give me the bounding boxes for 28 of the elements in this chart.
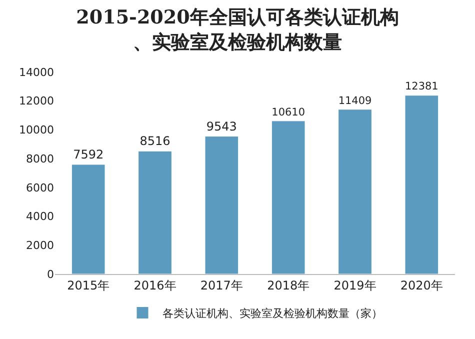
data-label: 10610: [272, 106, 305, 118]
y-tick-label: 6000: [26, 181, 54, 194]
data-label: 7592: [73, 147, 104, 162]
data-label: 12381: [405, 80, 438, 93]
x-tick-label: 2015年: [67, 278, 110, 292]
legend-label: 各类认证机构、实验室及检验机构数量（家）: [162, 307, 382, 320]
x-tick-label: 2018年: [267, 278, 310, 292]
bar: [138, 150, 172, 274]
bar: [71, 164, 106, 274]
x-tick-label: 2016年: [134, 278, 176, 292]
bar: [204, 136, 239, 274]
y-tick-label: 0: [47, 268, 54, 281]
y-tick-label: 14000: [19, 66, 54, 79]
y-tick-label: 2000: [26, 238, 54, 252]
data-label: 11409: [338, 94, 372, 107]
bar: [404, 95, 439, 274]
x-tick-label: 2017年: [200, 278, 243, 292]
bar: [271, 120, 306, 274]
data-label: 8516: [140, 134, 170, 148]
bar: [338, 109, 372, 274]
chart-title: 2015-2020年全国认可各类认证机构、实验室及检验机构数量: [76, 6, 399, 54]
y-tick-label: 12000: [19, 94, 54, 108]
y-tick-label: 4000: [26, 210, 54, 224]
x-tick-label: 2020年: [400, 278, 443, 292]
data-label: 9543: [206, 119, 237, 134]
y-tick-label: 8000: [26, 152, 54, 166]
y-tick-label: 10000: [19, 124, 54, 137]
x-tick-label: 2019年: [334, 278, 376, 292]
